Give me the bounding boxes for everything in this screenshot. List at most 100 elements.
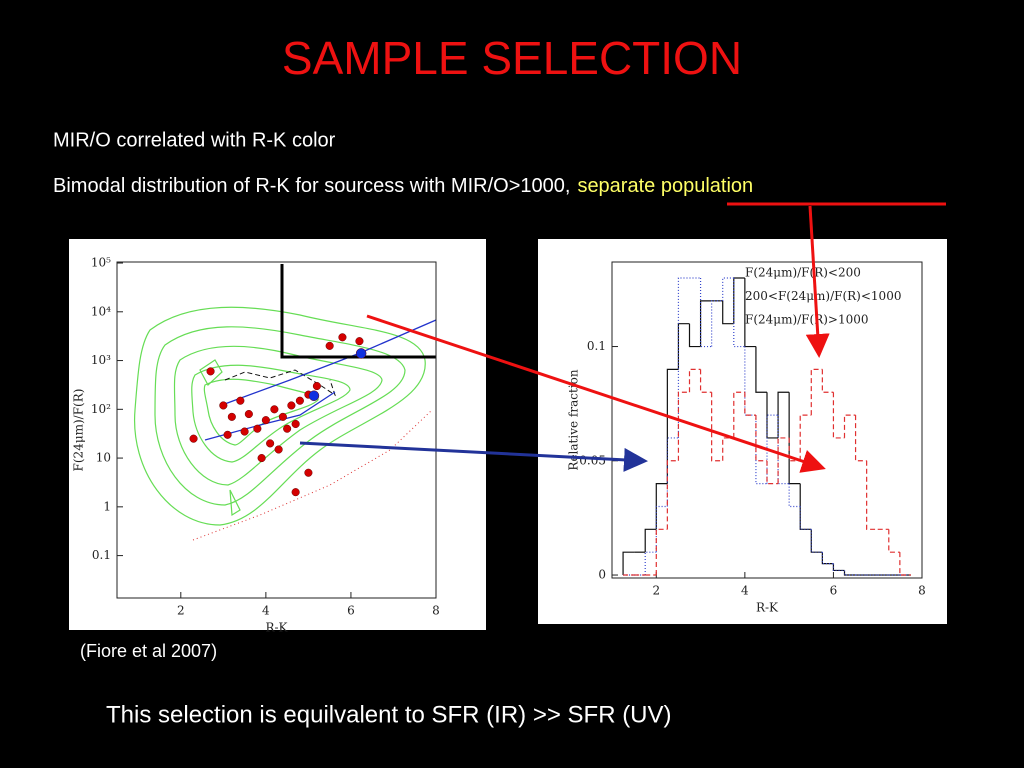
y-axis-label: Relative fraction xyxy=(567,369,581,470)
y-tick-label: 0 xyxy=(598,568,606,582)
legend-entry: F(24μm)/F(R)>1000 xyxy=(745,313,869,327)
figure-right xyxy=(538,239,947,624)
track xyxy=(204,391,336,441)
y-tick-label: 10⁴ xyxy=(91,304,111,318)
y-tick-label: 10 xyxy=(96,451,111,465)
point xyxy=(189,434,198,443)
point xyxy=(355,337,364,346)
arrow xyxy=(805,205,830,358)
histogram-step xyxy=(733,277,745,348)
plot-frame xyxy=(611,261,923,579)
histogram-step xyxy=(788,392,801,485)
point xyxy=(295,396,304,405)
model-line xyxy=(192,409,433,541)
point xyxy=(253,424,262,433)
histogram-step xyxy=(677,391,690,461)
point xyxy=(278,412,287,421)
histogram-step xyxy=(666,460,679,530)
citation: (Fiore et al 2007) xyxy=(80,641,217,661)
histogram-step xyxy=(655,483,668,530)
y-tick-label: 0.05 xyxy=(579,453,606,467)
histogram-step xyxy=(644,551,657,576)
conclusion: This selection is equilvalent to SFR (IR… xyxy=(106,701,672,728)
histogram-step xyxy=(799,506,812,530)
median-line xyxy=(224,369,336,397)
y-axis-label: F(24μm)/F(R) xyxy=(72,389,86,472)
arrows xyxy=(299,205,830,473)
scatter-plot: 2 4 6 8 10⁵ 10⁴ 10³ 10² 10 1 0.1 R-K F(24μm)/F(R) xyxy=(72,256,440,635)
x-tick-label: 4 xyxy=(262,604,270,618)
x-tick-label: 6 xyxy=(830,584,838,598)
histogram-step xyxy=(711,392,723,462)
y-tick-label: 10³ xyxy=(91,353,111,367)
point xyxy=(219,401,228,410)
y-tick-label: 10⁵ xyxy=(91,256,111,270)
histogram-step xyxy=(688,323,701,348)
y-tick-label: 10² xyxy=(91,402,111,416)
x-tick-label: 2 xyxy=(652,584,660,598)
x-axis-label: R-K xyxy=(265,621,288,635)
histogram-step xyxy=(722,300,734,325)
histogram-step xyxy=(755,415,767,485)
histogram-step xyxy=(666,437,679,507)
point xyxy=(227,412,236,421)
arrow xyxy=(299,441,648,472)
point xyxy=(308,390,320,401)
point xyxy=(283,424,292,433)
bullet: MIR/O correlated with R-K color xyxy=(53,129,336,151)
figure-left xyxy=(69,239,486,630)
point xyxy=(266,439,275,448)
point xyxy=(240,427,249,436)
histogram-step xyxy=(722,277,734,301)
x-tick-label: 2 xyxy=(177,604,185,618)
histogram-step xyxy=(644,528,657,553)
point xyxy=(325,341,334,350)
point xyxy=(287,401,296,410)
histogram-step xyxy=(711,300,723,347)
x-tick-label: 8 xyxy=(918,584,926,598)
histogram-step xyxy=(677,277,690,438)
point xyxy=(355,348,367,359)
histogram-step xyxy=(699,300,712,347)
point xyxy=(291,419,300,429)
point xyxy=(304,468,313,477)
plot-frame xyxy=(116,261,437,599)
y-tick-label: 0.1 xyxy=(92,548,111,562)
point xyxy=(291,488,300,497)
histogram-step xyxy=(866,460,878,530)
highlight: separate population xyxy=(577,175,753,197)
bullet: Bimodal distribution of R-K for sourcess… xyxy=(53,175,753,197)
x-tick-label: 8 xyxy=(432,604,440,618)
point xyxy=(270,405,279,414)
legend-entry: 200<F(24μm)/F(R)<1000 xyxy=(745,289,901,303)
histogram-step xyxy=(810,529,823,553)
arrow xyxy=(366,314,826,473)
x-tick-label: 6 xyxy=(347,604,355,618)
histogram-step xyxy=(699,277,712,348)
point xyxy=(274,445,283,454)
histogram-step xyxy=(832,563,845,572)
point xyxy=(244,409,253,419)
histogram-step xyxy=(777,391,790,438)
point xyxy=(236,396,245,405)
legend-entry: F(24μm)/F(R)<200 xyxy=(745,266,861,280)
histogram-step xyxy=(622,551,635,576)
x-tick-label: 4 xyxy=(741,584,749,598)
histogram-step xyxy=(788,483,801,508)
selection-box xyxy=(280,264,436,359)
point xyxy=(338,333,347,342)
track xyxy=(221,319,437,406)
point xyxy=(206,367,215,376)
point xyxy=(261,416,270,425)
histogram-step xyxy=(655,505,668,553)
point xyxy=(223,430,232,439)
x-axis-label: R-K xyxy=(756,601,779,615)
point xyxy=(312,381,321,391)
bullet-text: Bimodal distribution of R-K for sourcess… xyxy=(53,175,570,197)
histogram-step xyxy=(843,570,856,576)
point xyxy=(257,454,266,463)
histogram-step xyxy=(755,346,767,393)
histogram-step xyxy=(766,414,779,484)
